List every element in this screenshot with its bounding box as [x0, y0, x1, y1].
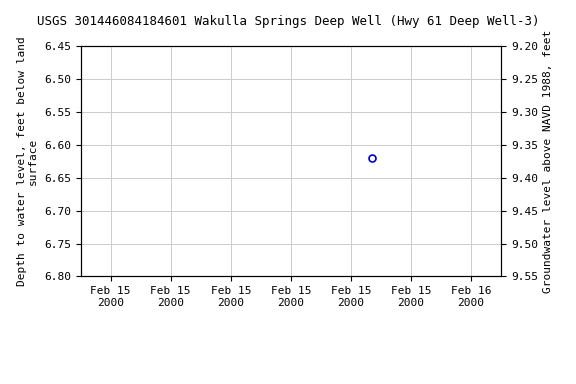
Y-axis label: Depth to water level, feet below land
surface: Depth to water level, feet below land su… — [17, 36, 39, 286]
Y-axis label: Groundwater level above NAVD 1988, feet: Groundwater level above NAVD 1988, feet — [543, 30, 554, 293]
Text: USGS 301446084184601 Wakulla Springs Deep Well (Hwy 61 Deep Well-3): USGS 301446084184601 Wakulla Springs Dee… — [37, 15, 539, 28]
